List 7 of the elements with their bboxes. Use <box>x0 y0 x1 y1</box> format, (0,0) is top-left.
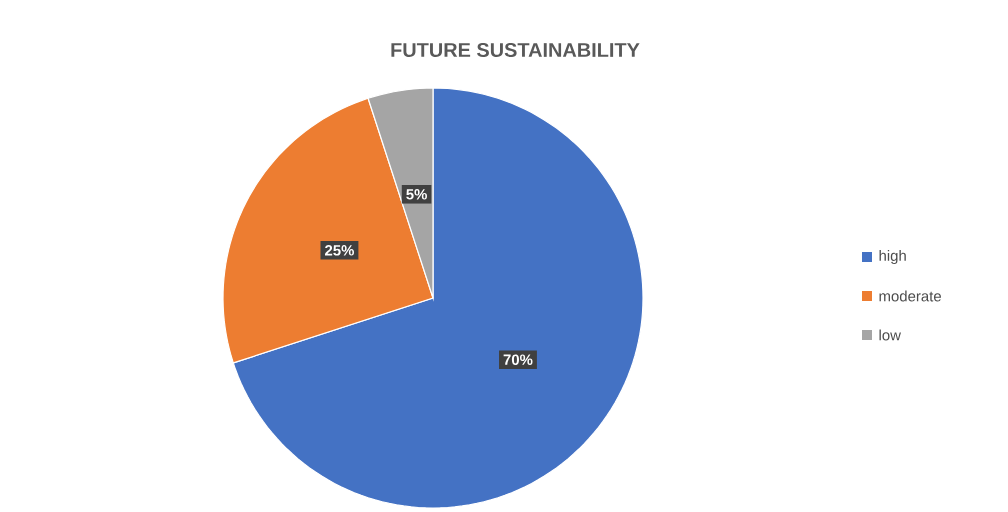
legend-label: moderate <box>879 290 941 302</box>
legend-label: high <box>879 250 906 264</box>
chart-title: FUTURE SUSTAINABILITY <box>391 42 640 58</box>
data-label: 25% <box>325 245 354 256</box>
data-label: 5% <box>406 189 427 200</box>
data-label: 70% <box>503 354 533 365</box>
legend-label: low <box>879 329 901 341</box>
